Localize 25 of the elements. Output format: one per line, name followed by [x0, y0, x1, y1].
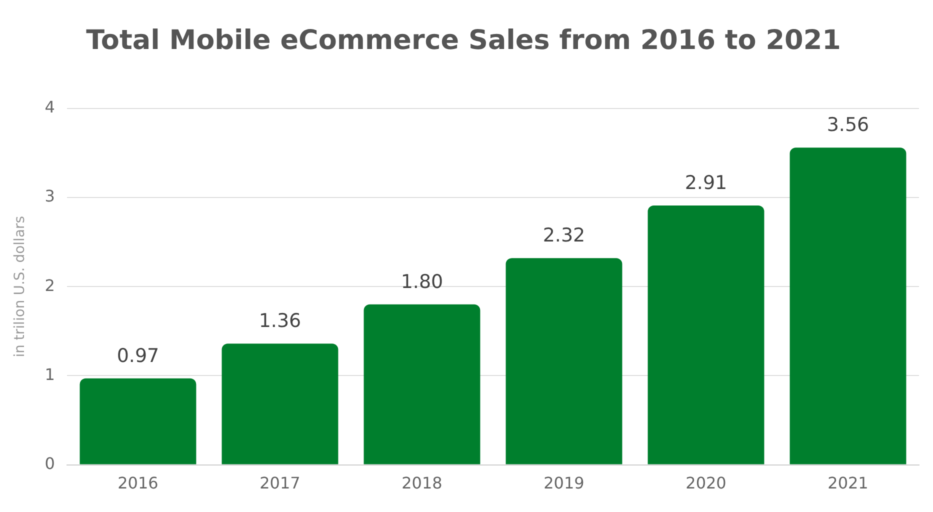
x-tick-label: 2017 — [260, 474, 300, 493]
chart-title: Total Mobile eCommerce Sales from 2016 to 2021 — [86, 25, 841, 56]
y-tick-label: 0 — [44, 454, 55, 473]
bar — [648, 206, 764, 464]
data-label: 3.56 — [826, 114, 870, 136]
x-tick-label: 2020 — [686, 474, 726, 493]
data-label: 0.97 — [116, 344, 160, 367]
x-tick-label: 2016 — [118, 474, 158, 493]
bar — [506, 258, 622, 464]
y-tick-label: 1 — [44, 364, 55, 384]
y-tick-label: 3 — [44, 186, 55, 206]
data-label: 1.80 — [400, 270, 444, 293]
y-tick-label: 4 — [44, 98, 55, 117]
bar — [222, 344, 338, 464]
bar — [790, 148, 906, 464]
bar — [80, 378, 196, 464]
bar — [364, 304, 480, 464]
y-axis-title: in trilion U.S. dollars — [12, 216, 28, 358]
data-label: 2.91 — [684, 172, 728, 194]
x-tick-label: 2018 — [402, 474, 442, 493]
y-tick-label: 2 — [44, 276, 55, 295]
data-label: 2.32 — [542, 224, 586, 247]
x-tick-label: 2021 — [828, 474, 868, 493]
data-label: 1.36 — [258, 310, 302, 332]
x-tick-label: 2019 — [544, 474, 584, 493]
